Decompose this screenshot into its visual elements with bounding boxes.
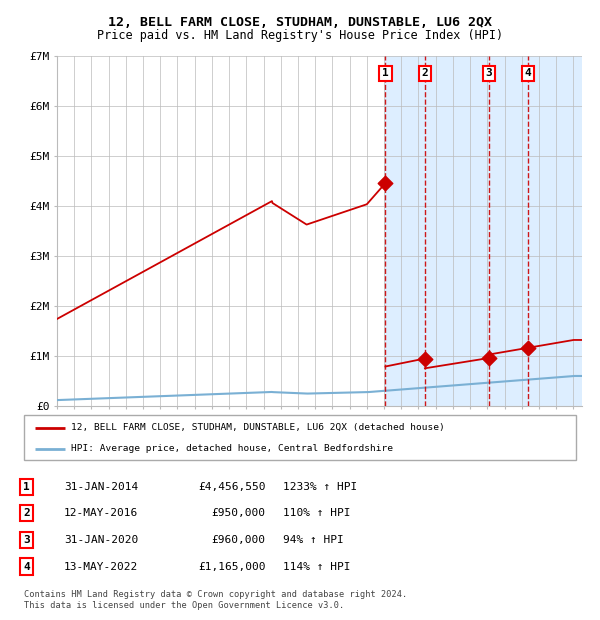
Point (380, 178, 390, 188)
Text: 110% ↑ HPI: 110% ↑ HPI (283, 508, 350, 518)
Text: 12-MAY-2016: 12-MAY-2016 (64, 508, 138, 518)
Text: 3: 3 (23, 535, 30, 545)
Text: 31-JAN-2014: 31-JAN-2014 (64, 482, 138, 492)
Bar (385, 56, 582, 406)
Text: 12, BELL FARM CLOSE, STUDHAM, DUNSTABLE, LU6 2QX: 12, BELL FARM CLOSE, STUDHAM, DUNSTABLE,… (108, 16, 492, 29)
Text: 94% ↑ HPI: 94% ↑ HPI (283, 535, 343, 545)
Text: 114% ↑ HPI: 114% ↑ HPI (283, 562, 350, 572)
Text: 4: 4 (23, 562, 30, 572)
Text: 13-MAY-2022: 13-MAY-2022 (64, 562, 138, 572)
Text: Price paid vs. HM Land Registry's House Price Index (HPI): Price paid vs. HM Land Registry's House … (97, 29, 503, 42)
Text: 3: 3 (485, 68, 492, 78)
Text: 1233% ↑ HPI: 1233% ↑ HPI (283, 482, 357, 492)
Text: £960,000: £960,000 (211, 535, 265, 545)
Point (420, 353, 430, 363)
Point (484, 353, 494, 363)
Text: 2: 2 (23, 508, 30, 518)
Text: 1: 1 (382, 68, 389, 78)
Text: 2: 2 (421, 68, 428, 78)
Text: £1,165,000: £1,165,000 (198, 562, 265, 572)
Text: £950,000: £950,000 (211, 508, 265, 518)
FancyBboxPatch shape (24, 415, 576, 460)
Point (523, 343, 533, 353)
Text: HPI: Average price, detached house, Central Bedfordshire: HPI: Average price, detached house, Cent… (71, 445, 393, 453)
Text: 4: 4 (524, 68, 532, 78)
Text: Contains HM Land Registry data © Crown copyright and database right 2024.
This d: Contains HM Land Registry data © Crown c… (24, 590, 407, 609)
Text: 1: 1 (23, 482, 30, 492)
Text: 12, BELL FARM CLOSE, STUDHAM, DUNSTABLE, LU6 2QX (detached house): 12, BELL FARM CLOSE, STUDHAM, DUNSTABLE,… (71, 423, 445, 432)
Text: £4,456,550: £4,456,550 (198, 482, 265, 492)
Text: 31-JAN-2020: 31-JAN-2020 (64, 535, 138, 545)
